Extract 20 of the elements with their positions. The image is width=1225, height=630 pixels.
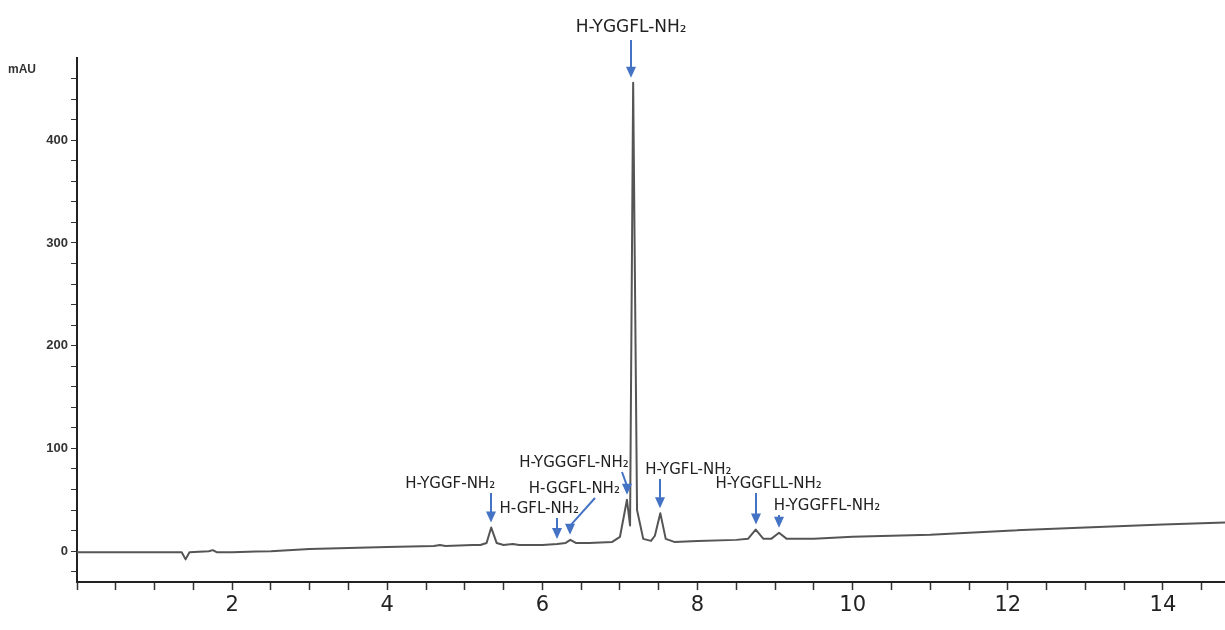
x-tick-label: 10 <box>839 592 867 617</box>
x-tick-label: 8 <box>690 592 705 617</box>
annotation: H-GGFL-NH₂ <box>528 478 620 497</box>
annotation: H-YGGGFL-NH₂ <box>519 452 629 471</box>
annotation: H-YGGFL-NH₂ <box>575 16 687 37</box>
y-tick-label: 0 <box>60 542 68 558</box>
y-tick-label: 300 <box>46 234 68 250</box>
y-tick-label: 400 <box>46 131 68 147</box>
annotation: H-GFL-NH₂ <box>499 498 579 517</box>
x-tick-label: 2 <box>225 592 239 617</box>
x-tick-label: 12 <box>994 592 1022 617</box>
x-tick-label: 6 <box>535 592 550 617</box>
y-axis-title: mAU <box>8 62 37 77</box>
annotation: H-YGGF-NH₂ <box>405 473 496 492</box>
x-tick-label: 14 <box>1149 592 1177 617</box>
x-tick-label: 4 <box>380 592 394 617</box>
y-tick-label: 100 <box>46 440 68 456</box>
annotation: H-YGGFFL-NH₂ <box>773 495 881 514</box>
y-tick-label: 200 <box>46 337 68 353</box>
annotation: H-YGGFLL-NH₂ <box>715 473 822 492</box>
